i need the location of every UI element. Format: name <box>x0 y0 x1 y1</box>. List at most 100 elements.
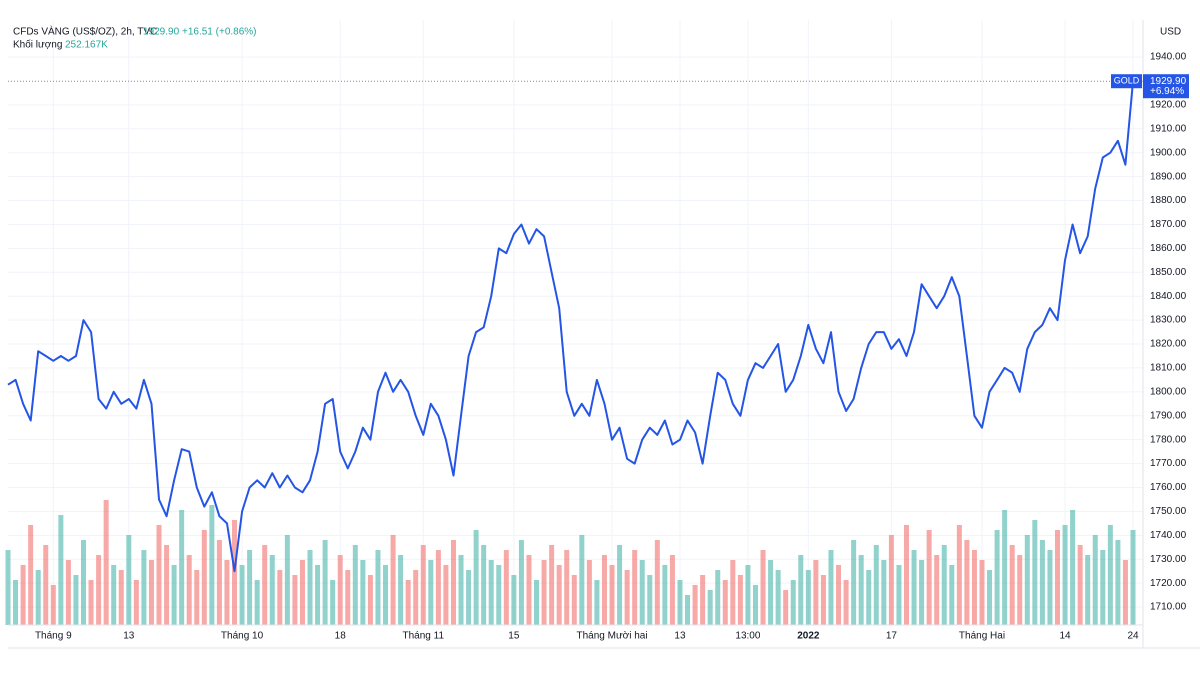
y-tick-label: 1780.00 <box>1150 434 1187 445</box>
volume-bar <box>1017 555 1023 625</box>
volume-bar <box>518 540 524 625</box>
plot <box>7 80 1143 573</box>
volume-bar <box>269 555 275 625</box>
volume-bar <box>503 550 509 625</box>
volume-bar <box>534 580 540 625</box>
volume-bar <box>639 560 645 625</box>
volume-bar <box>383 565 389 625</box>
x-tick-label: 13:00 <box>735 631 760 642</box>
volume-bar <box>141 550 147 625</box>
volume-bar <box>745 565 751 625</box>
volume-bar <box>579 535 585 625</box>
y-tick-label: 1880.00 <box>1150 195 1187 206</box>
x-tick-label: 15 <box>508 631 520 642</box>
volume-bar <box>1009 545 1015 625</box>
y-tick-label: 1760.00 <box>1150 482 1187 493</box>
volume-bar <box>466 570 472 625</box>
y-tick-label: 1910.00 <box>1150 123 1187 134</box>
volume-bar <box>360 560 366 625</box>
volume-bar <box>73 575 79 625</box>
volume-bar <box>843 580 849 625</box>
volume-bar <box>971 550 977 625</box>
volume-bar <box>254 580 260 625</box>
volume-bar <box>352 545 358 625</box>
volume-bar <box>1024 535 1030 625</box>
volume-bar <box>322 540 328 625</box>
volume-bar <box>330 580 336 625</box>
change: +16.51 (+0.86%) <box>182 27 257 38</box>
volume-bar <box>473 530 479 625</box>
y-tick-label: 1710.00 <box>1150 602 1187 613</box>
x-tick-label: Tháng Mười hai <box>576 631 647 642</box>
volume-bar <box>760 550 766 625</box>
volume-bar <box>443 565 449 625</box>
volume-bar <box>201 530 207 625</box>
volume-bar <box>979 560 985 625</box>
volume-bar <box>65 560 71 625</box>
x-tick-label: Tháng Hai <box>959 631 1005 642</box>
volume-bar <box>994 530 1000 625</box>
volume-bar <box>903 525 909 625</box>
volume-bar <box>1077 545 1083 625</box>
volume-bar <box>541 560 547 625</box>
volume-bar <box>133 580 139 625</box>
y-tick-label: 1740.00 <box>1150 530 1187 541</box>
volume-bar <box>632 550 638 625</box>
y-tick-label: 1820.00 <box>1150 339 1187 350</box>
volume-bar <box>609 565 615 625</box>
title: CFDs VÀNG (US$/OZ), 2h, TVC <box>13 25 157 38</box>
y-tick-label: 1900.00 <box>1150 147 1187 158</box>
x-tick-label: 17 <box>886 631 898 642</box>
currency: USD <box>1160 27 1181 38</box>
price-tag: 1929.90 <box>1150 76 1187 87</box>
volume-bar <box>934 555 940 625</box>
volume-bar <box>601 555 607 625</box>
volume-bar <box>964 540 970 625</box>
volume-bar <box>337 555 343 625</box>
volume-bar <box>707 590 713 625</box>
volume-bar <box>345 570 351 625</box>
percent-tag: +6.94% <box>1150 86 1184 97</box>
volume-bar <box>858 555 864 625</box>
volume-bar <box>730 560 736 625</box>
volume-bar <box>647 575 653 625</box>
volume-bar <box>164 545 170 625</box>
volume-bar <box>820 575 826 625</box>
volume-bar <box>1062 525 1068 625</box>
volume-bar <box>111 565 117 625</box>
x-tick-label: Tháng 9 <box>35 631 72 642</box>
volume-bar <box>247 550 253 625</box>
x-tick-label: 24 <box>1127 631 1139 642</box>
volume-bar <box>836 565 842 625</box>
volume-bar <box>458 555 464 625</box>
volume-bar <box>179 510 185 625</box>
volume-bar <box>617 545 623 625</box>
volume-bar <box>118 570 124 625</box>
volume-bar <box>194 570 200 625</box>
price-line <box>7 81 1134 573</box>
volume-bar <box>1107 525 1113 625</box>
volume-bar <box>677 580 683 625</box>
volume-label: Khối lượng <box>13 39 62 51</box>
volume-bar <box>790 580 796 625</box>
volume-bar <box>526 555 532 625</box>
volume-bar <box>126 535 132 625</box>
volume-bar <box>450 540 456 625</box>
volume-bar <box>420 545 426 625</box>
volume-bar <box>481 545 487 625</box>
volume <box>5 500 1136 625</box>
x-tick-label: Tháng 10 <box>221 631 264 642</box>
volume-bar <box>669 555 675 625</box>
volume-bar <box>1032 520 1038 625</box>
volume-bar <box>148 560 154 625</box>
volume-bar <box>292 575 298 625</box>
volume-bar <box>1002 510 1008 625</box>
x-tick-label: 18 <box>335 631 347 642</box>
volume-bar <box>20 565 26 625</box>
y-tick-label: 1840.00 <box>1150 291 1187 302</box>
volume-bar <box>700 575 706 625</box>
volume-bar <box>511 575 517 625</box>
volume-bar <box>775 570 781 625</box>
volume-bar <box>685 595 691 625</box>
x-tick-label: 2022 <box>797 631 820 642</box>
